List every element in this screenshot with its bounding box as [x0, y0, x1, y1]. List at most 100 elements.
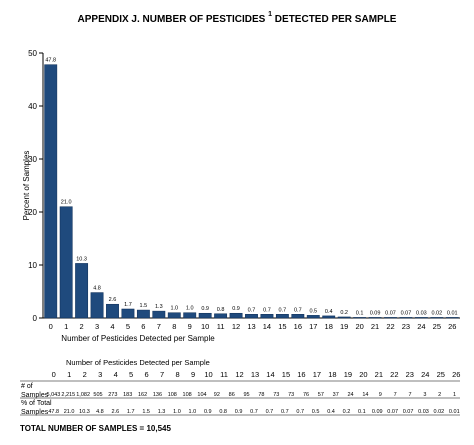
- table-row2-cell: 47.8: [48, 409, 59, 415]
- table-column-header: 12: [235, 370, 243, 379]
- table-row2-cell: 0.9: [235, 409, 243, 415]
- table-column-header: 0: [52, 370, 56, 379]
- x-tick-label: 13: [247, 322, 255, 331]
- bar-value-label: 0.1: [356, 310, 364, 316]
- table-column-header: 21: [375, 370, 383, 379]
- bar: [245, 314, 258, 319]
- y-axis-label: Percent of Samples: [22, 151, 31, 221]
- bar: [90, 292, 104, 319]
- table-row1-cell: 3: [423, 392, 426, 398]
- bar: [275, 314, 289, 319]
- table-row1-cell: 92: [214, 392, 220, 398]
- x-tick-label: 20: [355, 322, 363, 331]
- table-row1-label: Samples: [21, 392, 49, 399]
- table-row1-cell: 9: [379, 392, 382, 398]
- y-tick-label: 20: [28, 208, 37, 217]
- table-column-header: 19: [344, 370, 352, 379]
- x-tick-label: 16: [294, 322, 302, 331]
- bar: [106, 303, 119, 319]
- bar: [152, 310, 166, 319]
- table-row1-cell: 86: [229, 392, 235, 398]
- table-column-header: 23: [406, 370, 414, 379]
- x-tick-label: 2: [80, 322, 84, 331]
- table-row2-cell: 1.5: [142, 409, 150, 415]
- chart-title-rest: DETECTED PER SAMPLE: [274, 14, 397, 25]
- bar: [136, 309, 150, 319]
- bar-value-label: 10.3: [76, 256, 87, 262]
- y-tick-label: 30: [28, 155, 37, 164]
- table-row1-cell: 78: [258, 392, 264, 398]
- table-row1-cell: 73: [288, 392, 294, 398]
- x-tick-label: 8: [172, 322, 176, 331]
- x-tick-label: 25: [433, 322, 441, 331]
- table-row2-cell: 0.4: [327, 409, 335, 415]
- x-tick-label: 10: [201, 322, 209, 331]
- bar: [44, 64, 58, 319]
- x-tick-label: 11: [217, 322, 225, 331]
- table-row2-cell: 0.7: [296, 409, 304, 415]
- table-row2-cell: 0.9: [204, 409, 212, 415]
- bar-value-label: 2.6: [109, 297, 117, 303]
- bar: [337, 316, 351, 319]
- table-row1-cell: 95: [244, 392, 250, 398]
- x-tick-label: 15: [278, 322, 286, 331]
- y-tick-label: 10: [28, 261, 37, 270]
- table-row1-cell: 76: [303, 392, 309, 398]
- bar-value-label: 0.2: [340, 310, 348, 316]
- table-row2-cell: 0.07: [403, 409, 414, 415]
- table-row2-label-top: % of Total: [21, 400, 52, 407]
- table-row2-cell: 10.3: [79, 409, 90, 415]
- table-column-header: 26: [452, 370, 460, 379]
- x-tick-label: 1: [64, 322, 68, 331]
- bar-value-label: 0.02: [431, 310, 442, 316]
- x-tick-label: 9: [188, 322, 192, 331]
- table-row1-cell: 24: [348, 392, 354, 398]
- bar-value-label: 0.03: [416, 310, 427, 316]
- table-column-header: 22: [390, 370, 398, 379]
- y-tick-label: 50: [28, 49, 37, 58]
- table-row2-cell: 0.5: [312, 409, 320, 415]
- bar-value-label: 0.8: [217, 307, 225, 313]
- table-row2-cell: 2.6: [112, 409, 120, 415]
- table-row2-cell: 0.7: [266, 409, 274, 415]
- bar-value-label: 0.9: [232, 306, 240, 312]
- chart-title-footnote: 1: [268, 11, 273, 18]
- table-row2-cell: 0.02: [434, 409, 445, 415]
- bar-value-label: 0.7: [248, 307, 256, 313]
- table-column-header: 14: [266, 370, 274, 379]
- bar: [430, 317, 444, 319]
- bar: [368, 317, 382, 319]
- table-row2-cell: 0.8: [219, 409, 227, 415]
- x-tick-label: 19: [340, 322, 348, 331]
- chart-title: APPENDIX J. NUMBER OF PESTICIDES 1 DETEC…: [0, 11, 474, 25]
- bar: [229, 312, 243, 319]
- table-row2-cell: 0.7: [281, 409, 289, 415]
- bar-value-label: 1.5: [140, 303, 148, 309]
- table-column-header: 3: [98, 370, 102, 379]
- table-column-header: 18: [328, 370, 336, 379]
- bar: [353, 317, 367, 319]
- bar: [183, 312, 197, 319]
- table-row1-cell: 104: [197, 392, 206, 398]
- bar: [414, 317, 428, 319]
- table-column-header: 1: [67, 370, 71, 379]
- x-tick-label: 17: [309, 322, 317, 331]
- x-tick-label: 23: [402, 322, 410, 331]
- bar-value-label: 1.0: [170, 306, 178, 312]
- y-tick-label: 40: [28, 102, 37, 111]
- bar-value-label: 0.07: [401, 310, 412, 316]
- bar: [306, 315, 320, 319]
- x-tick-label: 6: [141, 322, 145, 331]
- table-row1-cell: 108: [168, 392, 177, 398]
- bar-value-label: 1.7: [124, 302, 132, 308]
- x-axis-label: Number of Pesticides Detected per Sample: [61, 334, 215, 343]
- table-column-header: 4: [114, 370, 118, 379]
- bar-value-label: 0.5: [309, 308, 317, 314]
- bar: [167, 312, 181, 319]
- bar: [322, 315, 336, 319]
- bar-value-label: 1.0: [186, 306, 194, 312]
- total-samples: TOTAL NUMBER OF SAMPLES = 10,545: [20, 424, 171, 433]
- table-column-header: 8: [176, 370, 180, 379]
- bar-value-label: 0.7: [294, 307, 302, 313]
